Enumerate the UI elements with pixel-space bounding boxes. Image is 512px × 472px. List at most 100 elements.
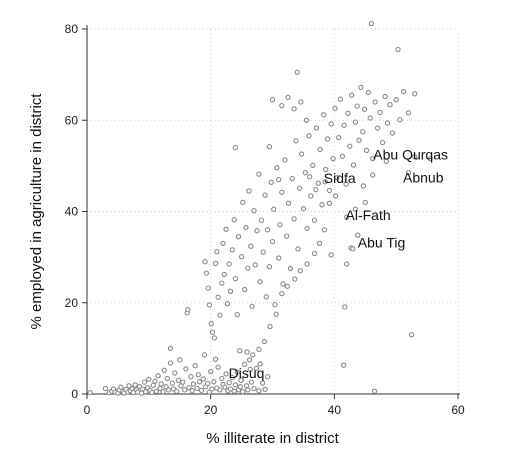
data-point [298, 151, 305, 157]
data-point [289, 175, 295, 182]
data-point [251, 385, 257, 392]
data-point [330, 155, 336, 162]
data-point [167, 360, 174, 366]
data-point [383, 158, 389, 164]
data-point [340, 362, 347, 368]
x-tick-label: 60 [451, 403, 465, 417]
data-point [308, 193, 314, 199]
data-point [361, 106, 368, 112]
data-point [256, 171, 262, 177]
data-point [379, 139, 386, 146]
data-point [224, 301, 231, 307]
data-point [262, 192, 268, 198]
data-point [242, 286, 248, 293]
data-point [246, 188, 252, 194]
data-point [291, 106, 297, 112]
data-point [202, 259, 208, 265]
data-point [354, 103, 360, 109]
point-annotation: Sidfa [324, 170, 356, 186]
data-point [223, 371, 229, 377]
data-point [242, 361, 248, 367]
data-point [219, 280, 225, 286]
data-point [150, 382, 156, 388]
data-point [186, 384, 192, 391]
data-point [203, 270, 209, 276]
data-point [408, 332, 415, 338]
data-point [297, 185, 303, 191]
point-annotation: Al-Fath [346, 207, 391, 223]
data-point [279, 102, 285, 109]
point-annotation: Abu Tig [358, 235, 405, 251]
data-point [297, 268, 303, 274]
data-point [284, 283, 290, 289]
data-point [427, 155, 433, 162]
data-point [276, 255, 282, 261]
data-point [251, 207, 257, 214]
data-point [214, 249, 220, 255]
data-point [212, 356, 219, 362]
y-tick-label: 20 [65, 296, 79, 310]
data-point [264, 227, 271, 233]
data-point [87, 389, 93, 396]
data-point [232, 275, 239, 282]
data-point [269, 97, 276, 103]
data-point [323, 166, 329, 173]
point-annotation: Disuq [229, 365, 265, 381]
data-point [370, 155, 376, 162]
data-point [208, 368, 214, 375]
axes [82, 25, 460, 399]
data-point [141, 379, 148, 385]
data-point [284, 233, 290, 239]
data-point [149, 389, 155, 396]
x-tick-label: 40 [328, 403, 342, 417]
data-point [326, 187, 333, 194]
data-point [363, 147, 370, 154]
data-point [238, 254, 245, 260]
data-point [332, 193, 339, 199]
data-point [200, 376, 206, 382]
data-point [235, 233, 242, 240]
data-point [362, 199, 368, 206]
data-point [215, 294, 221, 300]
data-point [160, 389, 166, 395]
data-point [343, 181, 349, 187]
data-point [291, 216, 297, 222]
data-point [205, 285, 211, 291]
data-point [263, 294, 269, 300]
data-point [158, 381, 164, 387]
data-point [317, 146, 323, 153]
data-point [155, 373, 161, 379]
data-point [165, 387, 172, 393]
data-point [292, 276, 298, 282]
y-tick-label: 0 [71, 387, 78, 401]
data-point [347, 143, 353, 149]
data-point [368, 20, 375, 27]
data-point [313, 125, 320, 131]
data-point [303, 117, 310, 123]
data-point [182, 387, 188, 393]
data-point [279, 189, 285, 195]
data-point [276, 176, 282, 183]
data-point [277, 222, 283, 228]
data-point [355, 232, 361, 238]
data-point [345, 110, 351, 117]
data-point [302, 170, 308, 176]
data-point [306, 133, 312, 139]
data-point [393, 97, 399, 103]
data-point [266, 264, 273, 270]
data-point [304, 225, 310, 232]
data-point [232, 382, 239, 388]
data-point [227, 386, 234, 392]
data-point [259, 380, 266, 386]
data-point [274, 165, 280, 171]
data-point [229, 374, 235, 381]
data-point [245, 387, 251, 393]
data-point [222, 384, 228, 390]
data-point [143, 389, 149, 395]
data-point [371, 388, 378, 394]
data-point [295, 246, 301, 252]
data-point [365, 89, 371, 96]
data-point [234, 311, 240, 318]
data-point [298, 99, 304, 105]
y-axis-title: % employed in agriculture in district [28, 93, 45, 330]
